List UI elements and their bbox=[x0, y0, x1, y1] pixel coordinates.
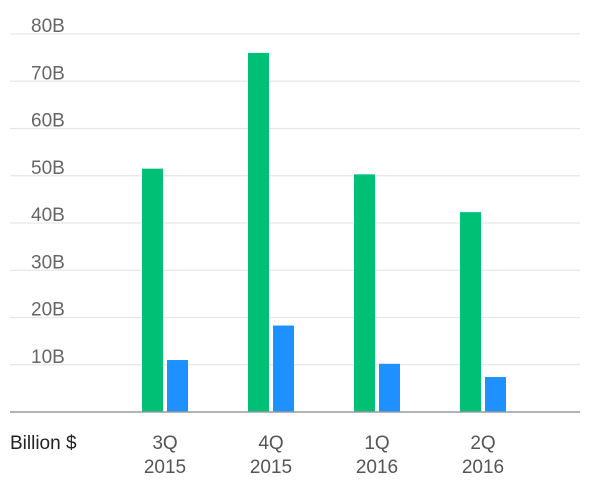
x-axis-category-labels: 3Q 2015 4Q 2015 1Q 2016 2Q 2016 bbox=[144, 433, 504, 478]
x-tick-label: 2016 bbox=[356, 457, 398, 478]
bar-series-1-1 bbox=[142, 168, 163, 412]
bar-series-1-3 bbox=[354, 174, 375, 412]
y-tick-label: 40B bbox=[31, 205, 65, 226]
bar-series-1-2 bbox=[248, 52, 269, 413]
bar-series-2-3 bbox=[379, 363, 400, 412]
y-tick-label: 80B bbox=[31, 16, 65, 37]
y-tick-label: 10B bbox=[31, 347, 65, 368]
y-tick-label: 60B bbox=[31, 111, 65, 132]
y-tick-label: 20B bbox=[31, 300, 65, 321]
y-axis-tick-labels: 10B 20B 30B 40B 50B 60B 70B 80B bbox=[31, 16, 65, 368]
x-tick-label: 2016 bbox=[462, 457, 504, 478]
x-tick-label: 4Q bbox=[258, 433, 283, 454]
bar-series-1-4 bbox=[460, 212, 481, 412]
x-tick-label: 3Q bbox=[152, 433, 177, 454]
bars bbox=[142, 52, 506, 413]
unit-label: Billion $ bbox=[10, 433, 77, 454]
x-tick-label: 2Q bbox=[470, 433, 495, 454]
bar-series-2-2 bbox=[273, 325, 294, 412]
bar-series-2-4 bbox=[485, 377, 506, 412]
y-tick-label: 70B bbox=[31, 63, 65, 84]
gridlines bbox=[10, 33, 580, 366]
bar-series-2-1 bbox=[167, 360, 188, 412]
x-tick-label: 2015 bbox=[250, 457, 292, 478]
x-tick-label: 2015 bbox=[144, 457, 186, 478]
x-tick-label: 1Q bbox=[364, 433, 389, 454]
y-tick-label: 50B bbox=[31, 158, 65, 179]
y-tick-label: 30B bbox=[31, 252, 65, 273]
